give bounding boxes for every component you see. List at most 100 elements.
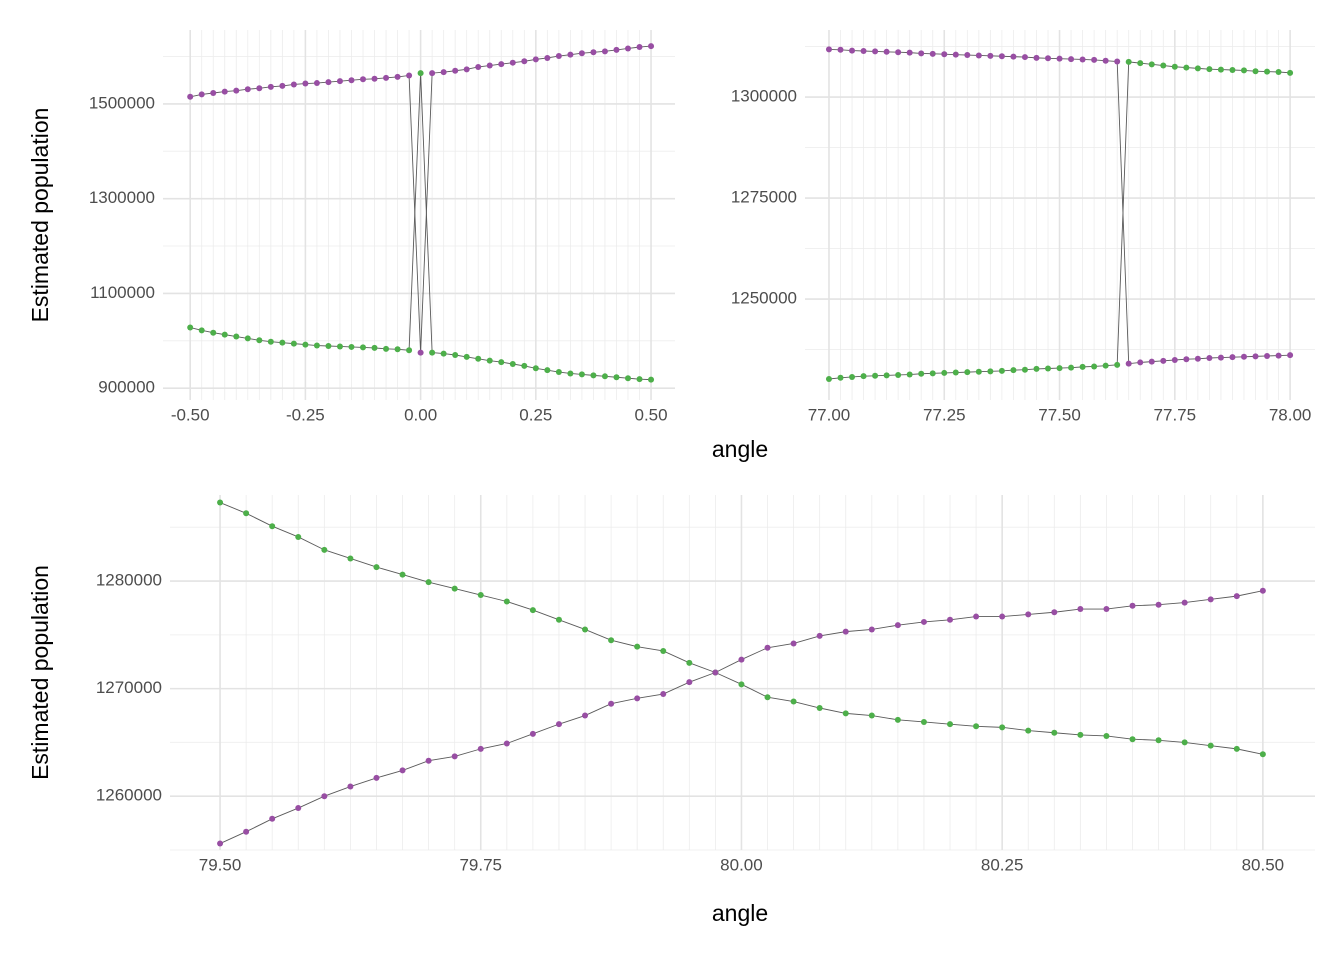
point: [463, 66, 470, 73]
point: [233, 333, 240, 340]
point: [582, 626, 589, 633]
point: [463, 353, 470, 360]
point: [313, 342, 320, 349]
point: [243, 510, 250, 517]
point: [217, 840, 224, 847]
x-tick-label: 0.50: [634, 405, 667, 424]
x-tick-label: 77.50: [1038, 405, 1081, 424]
point: [1103, 606, 1110, 613]
point: [302, 80, 309, 87]
point: [929, 50, 936, 57]
point: [521, 362, 528, 369]
point: [738, 656, 745, 663]
point: [842, 710, 849, 717]
point: [373, 774, 380, 781]
point: [452, 351, 459, 358]
y-axis-title: Estimated population: [27, 108, 53, 323]
point: [1068, 56, 1075, 63]
x-tick-label: -0.50: [171, 405, 210, 424]
point: [941, 51, 948, 58]
point: [1183, 64, 1190, 71]
point: [440, 69, 447, 76]
point: [738, 681, 745, 688]
x-tick-label: 80.00: [720, 855, 763, 874]
point: [601, 48, 608, 55]
point: [1137, 60, 1144, 67]
point: [321, 793, 328, 800]
point: [210, 90, 217, 97]
point: [1217, 354, 1224, 361]
point: [1102, 57, 1109, 64]
point: [267, 83, 274, 90]
point: [279, 82, 286, 89]
point: [872, 48, 879, 55]
point: [269, 815, 276, 822]
point: [947, 721, 954, 728]
point: [613, 46, 620, 53]
point: [790, 640, 797, 647]
point: [918, 370, 925, 377]
point: [269, 523, 276, 530]
point: [1125, 360, 1132, 367]
point: [567, 51, 574, 58]
point: [1091, 363, 1098, 370]
point: [1125, 58, 1132, 65]
point: [244, 86, 251, 93]
point: [582, 712, 589, 719]
point: [894, 622, 901, 629]
point: [347, 555, 354, 562]
point: [790, 698, 797, 705]
point: [503, 740, 510, 747]
point: [1207, 596, 1214, 603]
point: [360, 344, 367, 351]
point: [825, 375, 832, 382]
point: [1056, 55, 1063, 62]
point: [1056, 365, 1063, 372]
point: [477, 745, 484, 752]
point: [849, 373, 856, 380]
point: [764, 694, 771, 701]
point: [555, 53, 562, 60]
point: [895, 371, 902, 378]
point: [613, 374, 620, 381]
point: [1206, 354, 1213, 361]
point: [532, 365, 539, 372]
point: [1129, 736, 1136, 743]
point: [425, 579, 432, 586]
point: [906, 371, 913, 378]
point: [648, 43, 655, 50]
point: [1129, 602, 1136, 609]
point: [1233, 593, 1240, 600]
x-tick-label: 78.00: [1269, 405, 1312, 424]
point: [1207, 742, 1214, 749]
point: [544, 367, 551, 374]
point: [1171, 357, 1178, 364]
point: [973, 723, 980, 730]
x-tick-label: 77.25: [923, 405, 966, 424]
point: [1252, 68, 1259, 75]
point: [1051, 609, 1058, 616]
point: [348, 343, 355, 350]
point: [920, 718, 927, 725]
point: [686, 659, 693, 666]
point: [872, 372, 879, 379]
point: [999, 724, 1006, 731]
point: [256, 85, 263, 92]
point: [1114, 361, 1121, 368]
point: [1137, 359, 1144, 366]
point: [1171, 63, 1178, 70]
point: [475, 63, 482, 70]
point: [1021, 366, 1028, 373]
x-tick-label: 79.75: [459, 855, 502, 874]
point: [451, 585, 458, 592]
point: [406, 72, 413, 79]
point: [1077, 731, 1084, 738]
point: [883, 48, 890, 55]
point: [555, 721, 562, 728]
point: [321, 546, 328, 553]
point: [764, 644, 771, 651]
x-tick-label: 77.00: [808, 405, 851, 424]
point: [1148, 61, 1155, 68]
point: [895, 49, 902, 56]
